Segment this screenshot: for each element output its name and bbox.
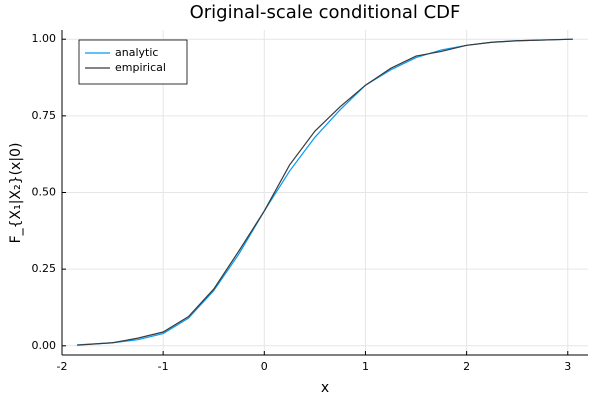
x-tick-label: 2 bbox=[463, 360, 470, 373]
x-tick-label: 0 bbox=[261, 360, 268, 373]
x-tick-label: 3 bbox=[564, 360, 571, 373]
legend-label: empirical bbox=[115, 61, 166, 74]
legend-label: analytic bbox=[115, 46, 158, 59]
y-axis-label: F_{X₁|X₂}(x|0) bbox=[8, 143, 24, 244]
x-tick-label: -2 bbox=[57, 360, 68, 373]
y-tick-label: 0.25 bbox=[32, 262, 57, 275]
legend: analytic empirical bbox=[78, 39, 188, 85]
y-tick-label: 0.00 bbox=[32, 339, 57, 352]
x-tick-label: -1 bbox=[158, 360, 169, 373]
y-tick-label: 1.00 bbox=[32, 32, 57, 45]
legend-box bbox=[78, 39, 188, 85]
line-series bbox=[77, 38, 573, 346]
chart-title: Original-scale conditional CDF bbox=[190, 2, 461, 23]
y-tick-label: 0.50 bbox=[32, 186, 57, 199]
y-tick-label: 0.75 bbox=[32, 109, 57, 122]
x-axis-label: x bbox=[321, 380, 329, 396]
x-tick-label: 1 bbox=[362, 360, 369, 373]
